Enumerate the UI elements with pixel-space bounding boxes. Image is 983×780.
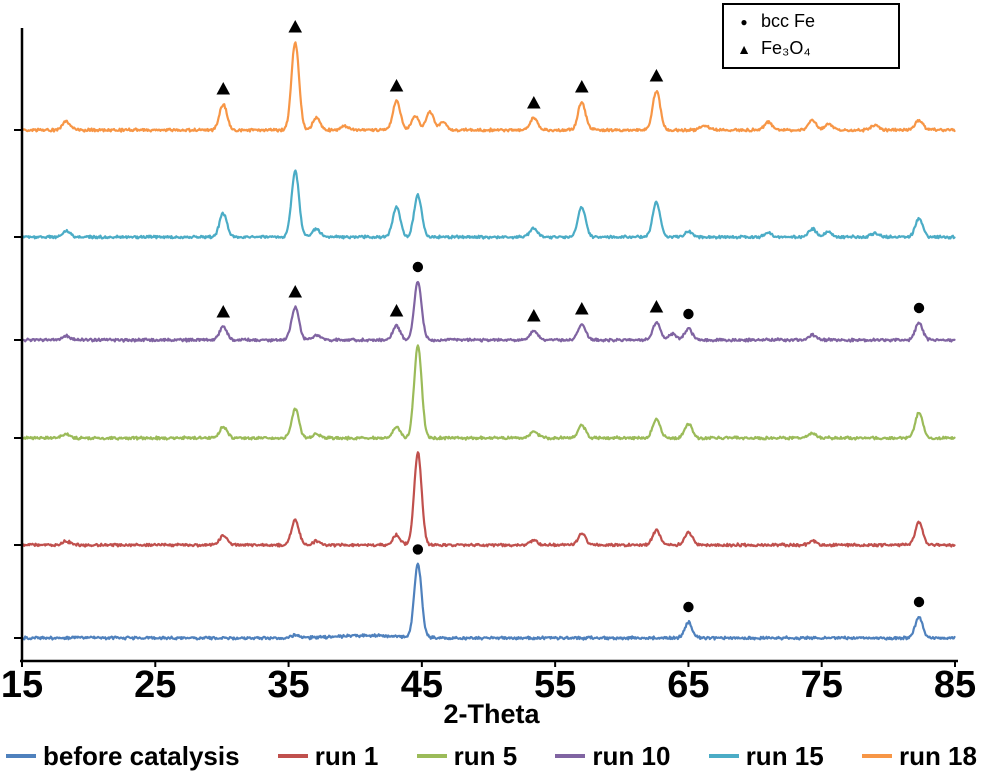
series-line-run-1 <box>20 451 956 548</box>
x-tick-label: 55 <box>534 664 576 706</box>
triangle-annotation-marker <box>649 299 664 313</box>
triangle-annotation-marker <box>288 19 303 33</box>
x-tick-label: 65 <box>667 664 709 706</box>
x-tick-label: 85 <box>934 664 976 706</box>
xrd-chart-canvas: 15 25 35 45 55 65 75 85 <box>1 19 976 706</box>
legend-item-run-18: run 18 <box>861 740 977 772</box>
circle-annotation-marker <box>412 261 424 273</box>
circle-annotation-marker <box>913 596 925 608</box>
circle-marker-icon: ● <box>740 14 748 29</box>
legend-item-run-15: run 15 <box>708 740 824 772</box>
legend-item-run-5: run 5 <box>416 740 518 772</box>
series-line-before-catalysis <box>20 562 956 641</box>
circle-annotation-marker <box>913 302 925 314</box>
x-tick-label: 75 <box>801 664 843 706</box>
circle-annotation-marker <box>683 601 694 613</box>
series-line-run-5 <box>20 344 956 441</box>
marker-legend-label: bcc Fe <box>761 11 816 31</box>
legend-label: run 18 <box>898 740 977 771</box>
x-tick-label: 35 <box>267 664 309 706</box>
marker-legend-row-fe3o4: ▲ Fe₃O₄ <box>736 38 884 59</box>
legend-label: run 1 <box>314 740 379 771</box>
legend-swatch <box>6 754 36 758</box>
triangle-annotation-marker <box>527 96 541 109</box>
triangle-annotation-marker <box>527 309 541 322</box>
triangle-annotation-marker <box>288 285 303 298</box>
legend-label: run 5 <box>453 740 518 771</box>
series-line-run-18 <box>20 41 956 133</box>
legend-swatch <box>416 754 447 758</box>
legend-swatch <box>277 754 308 758</box>
legend-label: run 15 <box>745 740 824 771</box>
marker-legend-row-bcc-fe: ● bcc Fe <box>736 11 884 32</box>
triangle-annotation-marker <box>649 69 664 82</box>
legend-label: before catalysis <box>43 740 240 771</box>
legend-item-run-1: run 1 <box>277 740 379 772</box>
triangle-annotation-marker <box>389 78 404 92</box>
x-axis-title: 2-Theta <box>443 699 540 729</box>
series-line-run-15 <box>20 169 956 240</box>
legend-swatch <box>708 754 739 758</box>
marker-legend-label: Fe₃O₄ <box>761 38 811 58</box>
triangle-annotation-marker <box>216 82 231 95</box>
triangle-annotation-marker <box>389 304 404 317</box>
x-tick-label: 15 <box>1 664 43 706</box>
x-tick-label: 45 <box>401 664 443 706</box>
legend-swatch <box>555 754 586 758</box>
x-tick-label: 25 <box>134 664 176 706</box>
series-line-run-10 <box>20 280 956 343</box>
triangle-annotation-marker <box>575 80 589 93</box>
legend-item-run-10: run 10 <box>555 741 670 772</box>
circle-annotation-marker <box>683 308 694 320</box>
legend-item-before-catalysis: before catalysis <box>6 741 240 772</box>
triangle-annotation-marker <box>575 302 589 315</box>
legend-label: run 10 <box>592 740 671 771</box>
series-legend: before catalysis run 1 run 5 run 10 run 15 ru… <box>0 736 983 776</box>
triangle-marker-icon: ▲ <box>737 40 751 57</box>
triangle-annotation-marker <box>216 305 231 318</box>
circle-annotation-marker <box>412 544 424 555</box>
legend-swatch <box>861 754 892 758</box>
marker-legend: ● bcc Fe ▲ Fe₃O₄ <box>722 3 900 69</box>
